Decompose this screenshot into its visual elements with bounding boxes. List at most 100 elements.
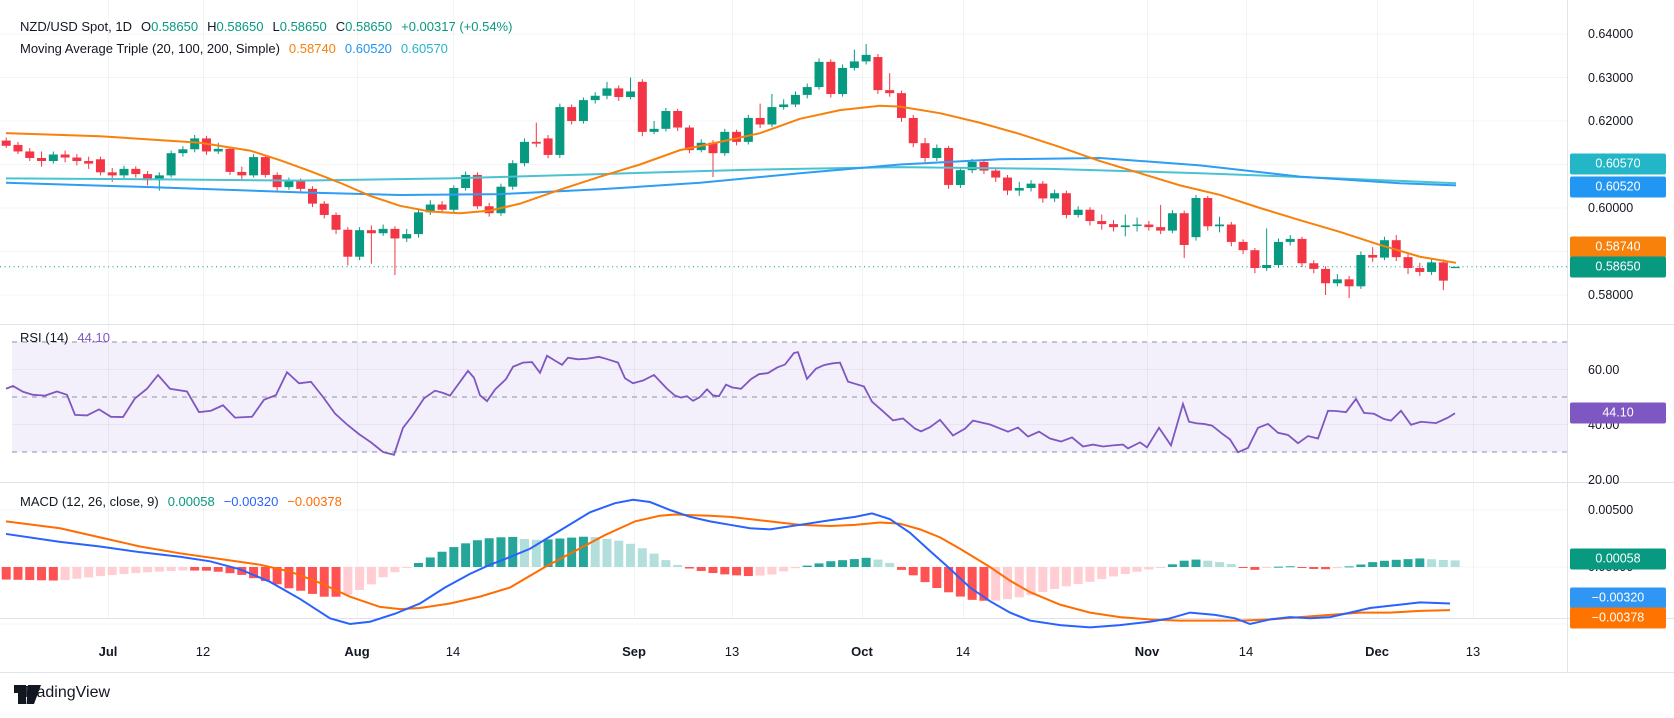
- ma-title[interactable]: Moving Average Triple (20, 100, 200, Sim…: [20, 41, 280, 56]
- price-axis-badge: 0.60520: [1570, 176, 1666, 198]
- macd-histogram-bar: [1085, 567, 1095, 582]
- macd-histogram-bar: [661, 560, 671, 567]
- candle-body: [366, 230, 376, 234]
- time-axis-label: 14: [955, 644, 971, 659]
- macd-histogram-bar: [1356, 564, 1366, 567]
- candle-body: [1297, 238, 1307, 264]
- macd-histogram-bar: [402, 567, 412, 568]
- macd-histogram-bar: [873, 559, 883, 567]
- time-axis-label: Nov: [1134, 644, 1160, 659]
- candle-body: [496, 186, 506, 214]
- candle-body: [1191, 197, 1201, 238]
- candle-body: [25, 151, 35, 158]
- candle-body: [13, 144, 23, 152]
- macd-histogram-bar: [1285, 566, 1295, 568]
- candle-body: [296, 181, 306, 189]
- candle-body: [1285, 238, 1295, 242]
- high-value: 0.58650: [216, 19, 264, 34]
- candle-body: [72, 157, 82, 162]
- macd-histogram-bar: [802, 565, 812, 567]
- macd-axis-badge: −0.00320: [1570, 587, 1666, 609]
- candle-body: [1273, 241, 1283, 265]
- macd-histogram-bar: [885, 562, 895, 567]
- price-axis-label: 0.60000: [1588, 201, 1634, 215]
- candle-body: [590, 95, 600, 101]
- candle-body: [1014, 187, 1024, 191]
- candle-body: [602, 88, 612, 96]
- tradingview-logo-icon: [14, 685, 41, 704]
- time-axis-label: 14: [445, 644, 461, 659]
- time-axis-label: Aug: [344, 644, 370, 659]
- macd-histogram-bar: [1273, 566, 1283, 568]
- macd-histogram-bar: [107, 567, 117, 576]
- candle-body: [1226, 224, 1236, 242]
- rsi-line: [5, 351, 1456, 456]
- macd-histogram-bar: [1321, 567, 1331, 570]
- time-axis[interactable]: Jul 12 Aug 14 Sep 13 Oct 14 Nov 14 Dec 13: [0, 618, 1567, 672]
- macd-histogram-bar: [908, 567, 918, 576]
- macd-histogram-bar: [225, 567, 235, 574]
- candle-body: [661, 110, 671, 129]
- time-axis-label: 12: [195, 644, 211, 659]
- time-axis-label: 13: [724, 644, 740, 659]
- macd-histogram-bar: [37, 567, 47, 581]
- candle-body: [1050, 193, 1060, 199]
- candle-body: [1427, 262, 1437, 272]
- candle-body: [1144, 224, 1154, 228]
- macd-histogram-bar: [1014, 567, 1024, 598]
- ma20-line: [5, 104, 1457, 264]
- symbol-title[interactable]: NZD/USD Spot, 1D: [20, 19, 132, 34]
- candle-body: [131, 168, 141, 175]
- candle-body: [390, 228, 400, 239]
- price-axis[interactable]: 0.64000 0.63000 0.62000 0.60000 0.58000 60.00…: [1567, 0, 1674, 672]
- candle-body: [908, 117, 918, 144]
- candle-body: [1415, 268, 1425, 272]
- macd-title[interactable]: MACD (12, 26, close, 9): [20, 494, 159, 509]
- candle-body: [1179, 213, 1189, 245]
- candle-body: [449, 187, 459, 210]
- candle-body: [1368, 254, 1378, 258]
- macd-histogram-bar: [272, 567, 282, 585]
- macd-histogram-bar: [154, 567, 164, 572]
- macd-histogram-bar: [944, 567, 954, 593]
- macd-histogram-bar: [1391, 559, 1401, 567]
- rsi-axis-label: 20.00: [1588, 472, 1620, 487]
- time-axis-label: 14: [1238, 644, 1254, 659]
- macd-histogram-bar: [826, 561, 836, 567]
- macd-histogram-bar: [201, 567, 211, 571]
- macd-histogram-bar: [472, 540, 482, 567]
- macd-histogram-bar: [932, 567, 942, 588]
- macd-histogram-bar: [637, 548, 647, 567]
- macd-histogram-bar: [720, 567, 730, 575]
- macd-histogram-bar: [1238, 567, 1248, 568]
- low-label: L: [272, 19, 280, 34]
- open-value: 0.58650: [151, 19, 199, 34]
- rsi-title[interactable]: RSI (14): [20, 330, 69, 345]
- candle-body: [1132, 224, 1142, 226]
- macd-histogram-bar: [260, 567, 270, 581]
- candle-body: [1215, 224, 1225, 227]
- macd-histogram-bar: [955, 567, 965, 597]
- macd-histogram-bar: [1438, 559, 1448, 567]
- macd-histogram-bar: [543, 539, 553, 567]
- candle-body: [60, 154, 70, 158]
- candle-body: [755, 117, 765, 125]
- candle-body: [873, 57, 883, 91]
- open-label: O: [140, 19, 152, 34]
- candle-body: [1379, 240, 1389, 258]
- macd-histogram-bar: [520, 539, 530, 567]
- macd-histogram-bar: [1262, 567, 1272, 568]
- candle-body: [732, 131, 742, 142]
- macd-histogram-bar: [319, 567, 329, 597]
- macd-histogram-bar: [896, 567, 906, 570]
- time-axis-label: Dec: [1365, 644, 1389, 659]
- candle-body: [1073, 209, 1083, 215]
- candle-body: [838, 67, 848, 95]
- tradingview-logo[interactable]: TradingView: [14, 684, 110, 704]
- low-value: 0.58650: [279, 19, 327, 34]
- candle-body: [520, 141, 530, 164]
- candle-body: [979, 161, 989, 171]
- candle-body: [1391, 240, 1401, 258]
- candle-body: [1038, 183, 1048, 199]
